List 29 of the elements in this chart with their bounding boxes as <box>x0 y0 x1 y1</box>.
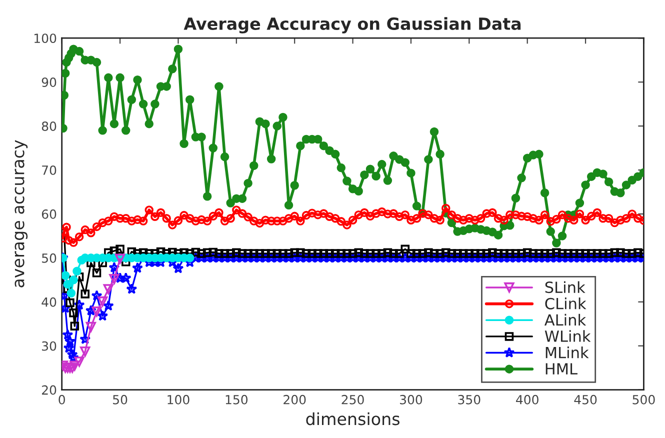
y-tick-label: 60 <box>42 209 56 219</box>
y-tick-label: 50 <box>42 253 56 263</box>
x-tick-label: 100 <box>168 394 190 404</box>
y-tick-label: 80 <box>42 122 56 131</box>
y-axis-title: average accuracy <box>14 140 28 288</box>
x-tick-label: 150 <box>226 394 248 404</box>
x-tick-label: 0 <box>58 394 65 404</box>
x-axis-title: dimensions <box>306 412 400 426</box>
x-tick-label: 50 <box>113 394 128 404</box>
y-tick-label: 20 <box>42 385 56 395</box>
legend-label: ALink <box>544 314 586 326</box>
legend-label: HML <box>546 363 578 374</box>
y-tick-label: 100 <box>34 34 56 44</box>
x-tick-label: 450 <box>574 394 597 404</box>
y-tick-label: 90 <box>42 78 56 87</box>
x-tick-label: 400 <box>516 394 538 404</box>
x-tick-label: 350 <box>458 394 480 404</box>
legend-label: MLink <box>546 346 589 358</box>
x-tick-label: 500 <box>632 394 655 404</box>
y-tick-label: 40 <box>42 297 56 307</box>
x-tick-label: 300 <box>400 394 422 404</box>
x-tick-label: 200 <box>284 394 306 404</box>
legend-label: WLink <box>544 330 591 342</box>
y-tick-label: 70 <box>42 165 56 175</box>
y-tick-label: 30 <box>42 341 56 351</box>
legend-label: SLink <box>545 281 586 294</box>
legend-label: CLink <box>545 298 586 310</box>
x-tick-label: 250 <box>342 394 364 404</box>
chart-title: Average Accuracy on Gaussian Data <box>184 17 521 34</box>
